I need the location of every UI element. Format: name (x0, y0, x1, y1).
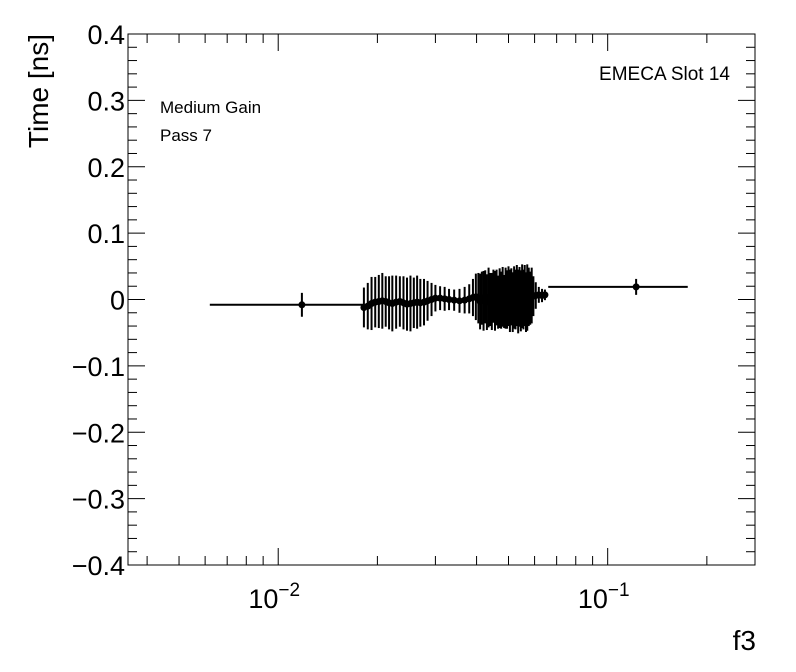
data-point (541, 289, 549, 301)
y-tick-label: 0.1 (87, 219, 125, 249)
y-tick-label: −0.2 (72, 418, 125, 448)
y-axis-title: Time [ns] (23, 34, 54, 148)
x-tick-label: 10−2 (248, 580, 300, 614)
data-point (445, 288, 453, 311)
y-tick-label: 0 (110, 286, 125, 316)
y-tick-label: −0.1 (72, 352, 125, 382)
data-point (360, 287, 368, 328)
y-tick-label: 0.3 (87, 86, 125, 116)
x-axis-title: f3 (733, 625, 756, 656)
y-tick-label: 0.4 (87, 20, 125, 50)
x-tick-label: 10−1 (578, 580, 630, 614)
y-tick-label: −0.4 (72, 551, 125, 581)
annotation-gain: Medium Gain (160, 98, 261, 117)
x-axis-ticks (146, 34, 708, 565)
data-point (450, 289, 458, 311)
y-tick-label: −0.3 (72, 485, 125, 515)
data-point (209, 292, 364, 317)
annotation-pass: Pass 7 (160, 126, 212, 145)
data-points (209, 264, 688, 334)
x-axis-tick-labels: 10−2 10−1 (248, 580, 629, 614)
y-axis-tick-labels: −0.4 −0.3 −0.2 −0.1 0 0.1 0.2 0.3 0.4 (72, 20, 125, 581)
annotation-slot: EMECA Slot 14 (599, 64, 730, 85)
data-point (548, 278, 688, 295)
y-axis-ticks (128, 33, 755, 566)
y-tick-label: 0.2 (87, 153, 125, 183)
data-point (455, 288, 463, 313)
